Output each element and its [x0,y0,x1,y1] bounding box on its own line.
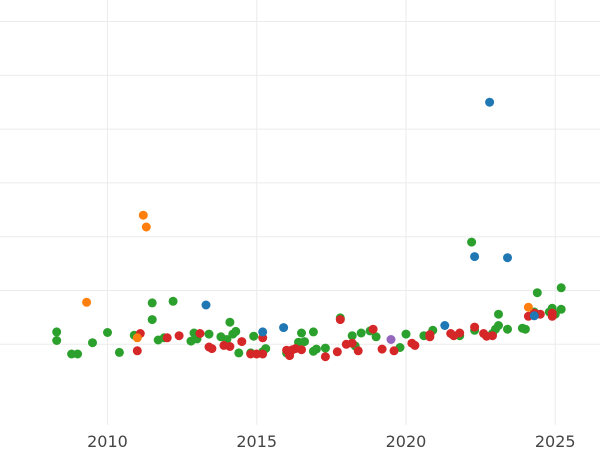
data-point-series-0-40 [371,332,381,342]
data-point-series-2-7 [529,311,539,321]
data-point-series-0-36 [347,331,357,341]
points-layer [52,97,566,362]
data-point-series-1-13 [258,349,268,359]
data-point-series-1-31 [425,330,435,340]
data-point-series-3-0 [82,297,92,307]
data-point-series-2-5 [485,97,495,107]
data-point-series-2-3 [440,321,450,330]
data-point-series-0-12 [168,296,178,306]
data-point-series-4-0 [386,335,396,344]
data-point-series-1-2 [162,333,172,343]
data-point-series-0-51 [494,309,503,319]
x-tick-label-2015: 2015 [236,432,277,450]
data-point-series-1-29 [410,340,420,350]
data-point-series-0-30 [300,337,309,347]
data-point-series-1-26 [377,344,387,354]
data-point-series-0-54 [520,324,530,334]
data-point-series-0-3 [73,349,83,359]
data-point-series-0-52 [503,324,512,334]
data-point-series-0-42 [401,329,411,339]
x-tick-label-2025: 2025 [535,432,576,450]
data-point-series-0-8 [147,298,157,308]
data-point-series-0-24 [249,331,259,341]
data-point-series-0-19 [225,317,235,327]
data-point-series-2-0 [201,300,211,310]
data-point-series-0-0 [52,327,62,337]
data-point-series-1-19 [320,352,330,362]
data-point-series-1-23 [347,338,357,348]
data-point-series-0-28 [297,328,306,338]
data-point-series-0-34 [320,343,330,353]
data-point-series-0-4 [88,338,97,348]
data-point-series-1-25 [368,324,378,334]
data-point-series-1-27 [389,346,399,356]
data-point-series-1-0 [132,346,142,356]
data-point-series-0-61 [556,304,566,314]
data-point-series-0-38 [356,328,366,338]
data-point-series-0-6 [114,347,124,357]
data-point-series-2-1 [258,327,268,337]
data-point-series-0-22 [234,348,244,358]
x-tick-label-2010: 2010 [87,432,128,450]
data-point-series-1-20 [332,347,342,357]
x-tick-label-2020: 2020 [386,432,427,450]
data-point-series-0-31 [308,327,318,337]
data-point-series-0-5 [103,328,112,337]
data-point-series-2-6 [503,253,512,263]
data-point-series-1-24 [353,346,363,356]
data-point-series-1-43 [547,308,557,318]
data-point-series-0-9 [147,315,157,325]
data-point-series-1-35 [470,322,480,332]
data-point-series-2-4 [470,252,480,262]
data-point-series-3-2 [138,210,148,220]
data-point-series-3-4 [523,302,533,312]
data-point-series-0-21 [231,326,241,336]
data-point-series-1-4 [195,329,205,338]
data-point-series-1-3 [174,331,184,341]
data-point-series-3-1 [132,333,142,343]
data-point-series-1-8 [225,342,235,351]
data-point-series-1-6 [207,344,217,354]
x-tick-labels: 2010 2015 2020 2025 [87,432,575,450]
data-point-series-0-16 [204,329,214,339]
data-point-series-1-38 [488,331,497,341]
data-point-series-0-60 [556,283,566,293]
data-point-series-1-21 [335,315,345,325]
data-point-series-1-34 [455,328,465,338]
data-point-series-0-46 [467,237,477,247]
data-point-series-0-33 [311,344,321,354]
data-point-series-3-3 [141,222,151,232]
data-point-series-2-2 [279,323,289,333]
data-point-series-0-1 [52,336,62,345]
data-point-series-0-50 [494,321,503,330]
data-point-series-1-16 [285,351,295,361]
data-point-series-1-9 [237,337,247,347]
data-point-series-0-55 [532,288,542,298]
data-point-series-1-18 [297,345,306,355]
